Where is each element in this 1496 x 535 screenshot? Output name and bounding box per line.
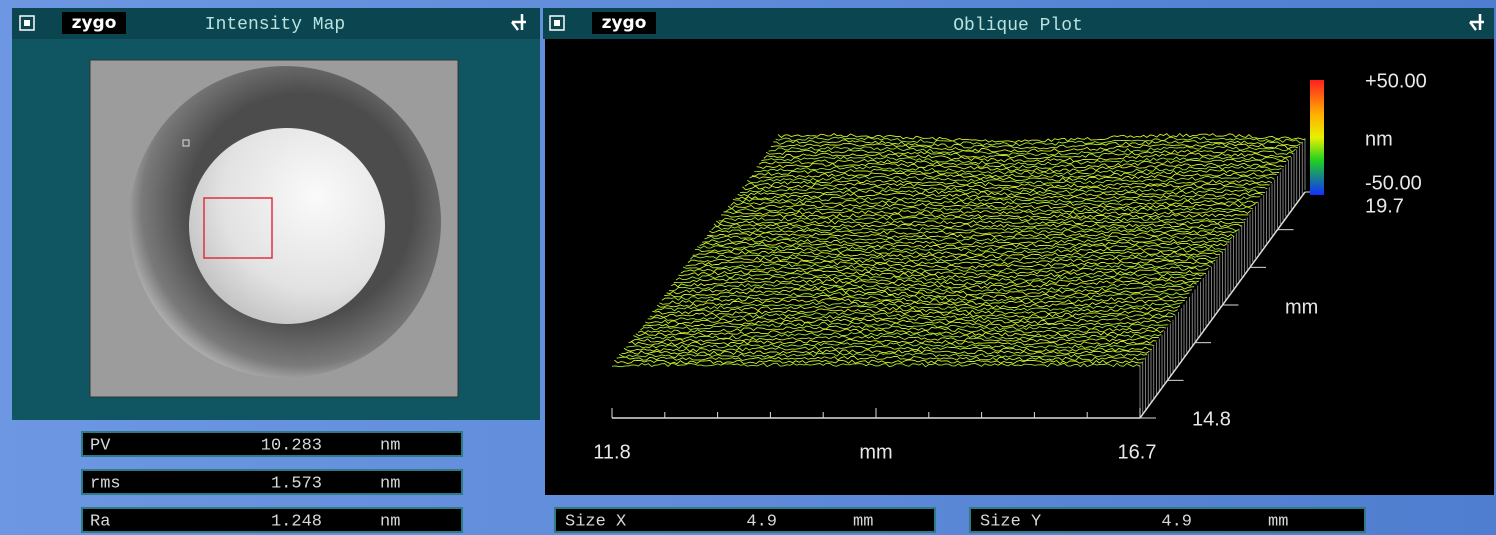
close-icon bbox=[554, 20, 560, 26]
page: zygo Intensity Map PV 10.283 nm rms 1.573 nm R… bbox=[0, 0, 1496, 535]
y-axis-unit: mm bbox=[1285, 296, 1318, 318]
scale-unit: nm bbox=[1365, 128, 1393, 150]
result-value: 1.573 bbox=[271, 474, 322, 493]
logo: zygo bbox=[72, 13, 117, 33]
result-value: 1.248 bbox=[271, 512, 322, 531]
result-label: rms bbox=[90, 474, 121, 493]
close-icon bbox=[24, 20, 30, 26]
y-axis-start: 14.8 bbox=[1192, 408, 1231, 430]
scale-min: -50.00 bbox=[1365, 172, 1422, 194]
size-unit: mm bbox=[853, 512, 873, 531]
inner-disk bbox=[189, 128, 385, 324]
size-label: Size X bbox=[565, 512, 626, 531]
result-label: Ra bbox=[90, 512, 110, 531]
scale-max: +50.00 bbox=[1365, 70, 1427, 92]
x-axis-start: 11.8 bbox=[593, 441, 630, 463]
result-label: PV bbox=[90, 436, 111, 455]
x-axis-end: 16.7 bbox=[1118, 441, 1157, 463]
result-value: 10.283 bbox=[261, 436, 322, 455]
size-value: 4.9 bbox=[746, 512, 777, 531]
screen: zygo Intensity Map PV 10.283 nm rms 1.573 nm R… bbox=[0, 0, 1496, 535]
size-label: Size Y bbox=[980, 512, 1041, 531]
result-unit: nm bbox=[380, 474, 400, 493]
size-unit: mm bbox=[1268, 512, 1288, 531]
plot-area bbox=[545, 39, 1494, 495]
result-unit: nm bbox=[380, 436, 400, 455]
panel-title: Oblique Plot bbox=[953, 16, 1083, 36]
y-axis-end: 19.7 bbox=[1365, 195, 1404, 217]
x-axis-unit: mm bbox=[859, 441, 892, 463]
result-unit: nm bbox=[380, 512, 400, 531]
color-bar bbox=[1310, 80, 1324, 195]
panel-title: Intensity Map bbox=[205, 15, 345, 35]
size-value: 4.9 bbox=[1161, 512, 1192, 531]
logo: zygo bbox=[602, 13, 647, 33]
